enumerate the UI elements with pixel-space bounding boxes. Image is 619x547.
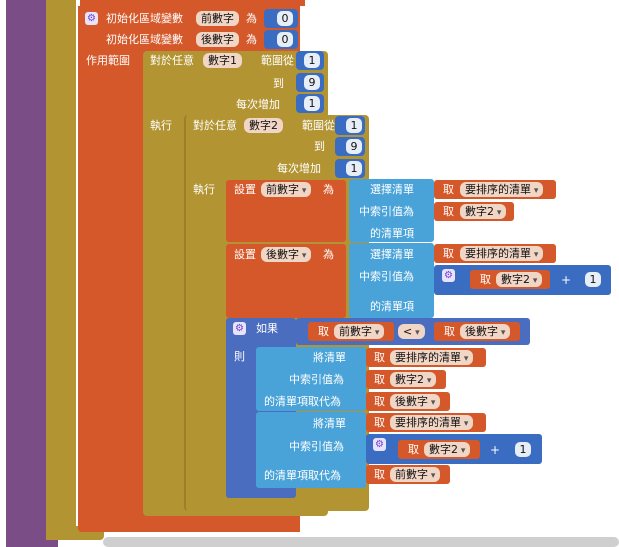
outer-step[interactable]: 1	[304, 96, 320, 111]
replace-block-2[interactable]	[256, 412, 366, 488]
gear-icon[interactable]: ⚙	[373, 438, 386, 451]
compare-operator[interactable]: <	[398, 324, 425, 339]
get-label-1: 取	[443, 183, 454, 196]
workspace-scrollbar[interactable]	[103, 537, 619, 547]
get-left-label: 取	[318, 325, 329, 338]
index-var-2[interactable]: 數字2	[496, 272, 543, 287]
replace-value-get-2: 取	[374, 468, 385, 481]
select-label-1: 選擇清單	[370, 183, 414, 196]
replace-block-1[interactable]	[256, 347, 366, 411]
replace-index-var-1[interactable]: 數字2	[390, 372, 437, 387]
replace-with-label-2: 的清單項取代為	[264, 469, 341, 482]
gear-icon[interactable]: ⚙	[85, 12, 98, 25]
inner-from-label: 範圍從	[302, 119, 335, 132]
replace-get-2: 取	[374, 416, 385, 429]
outer-to[interactable]: 9	[304, 75, 320, 90]
inner-for-var[interactable]: 數字2	[244, 118, 283, 133]
init-suffix-2: 為	[246, 33, 257, 46]
set-as-1: 為	[323, 183, 334, 196]
gear-icon[interactable]: ⚙	[442, 269, 455, 282]
select-list-block-1[interactable]	[349, 179, 434, 242]
index-get-1: 取	[443, 205, 454, 218]
index-get-2: 取	[480, 273, 491, 286]
inner-step[interactable]: 1	[346, 161, 362, 176]
replace-get-1: 取	[374, 351, 385, 364]
inner-from[interactable]: 1	[346, 118, 362, 133]
list-name-1[interactable]: 要排序的清單	[460, 182, 544, 197]
select-list-block-2[interactable]	[349, 243, 434, 318]
replace-index-label-2: 中索引值為	[289, 440, 344, 453]
set-var-1[interactable]: 前數字	[261, 182, 312, 197]
get-label-2: 取	[443, 247, 454, 260]
outer-from-label: 範圍從	[261, 54, 294, 67]
inner-to-label: 到	[314, 140, 325, 153]
set-label-2: 設置	[234, 248, 256, 261]
index-label-2: 中索引值為	[359, 270, 414, 283]
select-label-2: 選擇清單	[370, 248, 414, 261]
plus-value-1[interactable]: 1	[585, 272, 601, 287]
plus-value-2[interactable]: 1	[515, 442, 531, 457]
replace-with-label-1: 的清單項取代為	[264, 395, 341, 408]
index-var-1[interactable]: 數字2	[460, 204, 507, 219]
var-name-2[interactable]: 後數字	[196, 32, 239, 47]
set-label-1: 設置	[234, 183, 256, 196]
init-label-1: 初始化區域變數	[106, 12, 183, 25]
outer-do-label: 執行	[150, 119, 172, 132]
set-as-2: 為	[323, 248, 334, 261]
outer-step-label: 每次增加	[236, 98, 280, 111]
top-cut-block	[80, 0, 305, 6]
replace-index-get-1: 取	[374, 373, 385, 386]
if-block-bottom	[226, 486, 296, 498]
init-suffix-1: 為	[246, 12, 257, 25]
tail-label-2: 的清單項	[370, 300, 414, 313]
gold-outer-rail	[46, 0, 76, 540]
get-right-label: 取	[444, 325, 455, 338]
outer-for-var[interactable]: 數字1	[203, 53, 242, 68]
replace-label-1: 將清單	[313, 351, 346, 364]
replace-value-2[interactable]: 前數字	[390, 467, 441, 482]
replace-index-get-2: 取	[408, 443, 419, 456]
replace-value-1[interactable]: 後數字	[390, 394, 441, 409]
plus-operator-2: +	[490, 443, 501, 457]
tail-label-1: 的清單項	[370, 227, 414, 240]
var-name-1[interactable]: 前數字	[196, 11, 239, 26]
inner-step-label: 每次增加	[277, 162, 321, 175]
outer-for-label: 對於任意	[150, 54, 194, 67]
replace-index-label-1: 中索引值為	[289, 373, 344, 386]
set-var-2[interactable]: 後數字	[261, 247, 312, 262]
replace-index-var-2[interactable]: 數字2	[424, 442, 471, 457]
init-label-2: 初始化區域變數	[106, 33, 183, 46]
scope-label: 作用範圍	[86, 54, 130, 67]
init-value-1[interactable]: 0	[277, 11, 293, 26]
list-name-2[interactable]: 要排序的清單	[460, 246, 544, 261]
init-value-2[interactable]: 0	[277, 32, 293, 47]
inner-for-label: 對於任意	[193, 119, 237, 132]
outer-from[interactable]: 1	[304, 53, 320, 68]
gear-icon[interactable]: ⚙	[233, 322, 246, 335]
if-left-var[interactable]: 前數字	[334, 324, 385, 339]
inner-do-label: 執行	[193, 183, 215, 196]
then-label: 則	[234, 350, 245, 363]
replace-value-get-1: 取	[374, 395, 385, 408]
index-label-1: 中索引值為	[359, 205, 414, 218]
outer-to-label: 到	[273, 77, 284, 90]
if-label: 如果	[256, 322, 278, 335]
replace-label-2: 將清單	[313, 417, 346, 430]
plus-operator-1: +	[561, 273, 572, 287]
replace-list-1[interactable]: 要排序的清單	[390, 350, 474, 365]
init-local-bottom	[78, 518, 273, 532]
if-right-var[interactable]: 後數字	[460, 324, 511, 339]
inner-to[interactable]: 9	[346, 139, 362, 154]
replace-list-2[interactable]: 要排序的清單	[390, 415, 474, 430]
